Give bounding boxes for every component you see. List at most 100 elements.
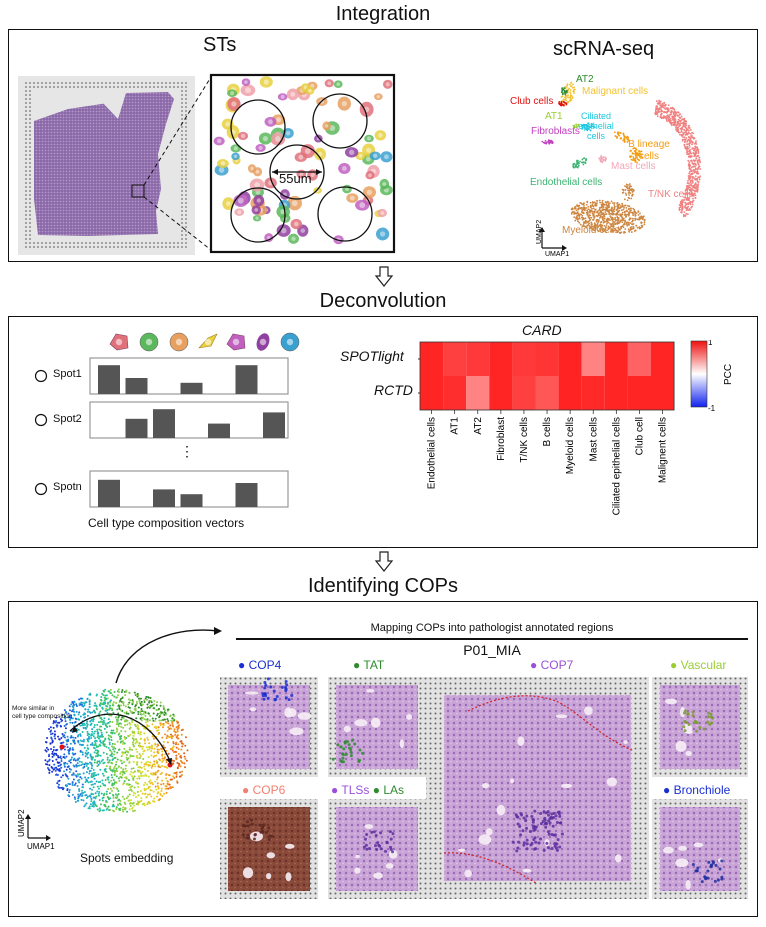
heatmap-row-label-rctd: RCTD bbox=[374, 382, 413, 398]
cell-shape bbox=[241, 78, 251, 86]
svg-text:UMAP1: UMAP1 bbox=[545, 251, 569, 258]
heatmap-col-label: B cells bbox=[542, 417, 553, 446]
tissue-tat bbox=[328, 677, 426, 777]
cell-shape bbox=[346, 193, 359, 203]
embedding-caption: Spots embedding bbox=[80, 851, 174, 865]
spot-circle-icon bbox=[34, 482, 48, 496]
cell-type-icon bbox=[198, 333, 218, 349]
heatmap-col-label: Fibroblast bbox=[496, 417, 507, 461]
composition-bar bbox=[125, 418, 148, 438]
section-title-integration: Integration bbox=[335, 3, 431, 25]
cell-shape bbox=[377, 208, 388, 218]
cell-shape bbox=[270, 132, 285, 146]
cell-shape bbox=[337, 96, 351, 111]
heatmap-cell bbox=[581, 376, 605, 410]
cell-shape bbox=[364, 134, 374, 143]
section-title-deconvolution: Deconvolution bbox=[319, 290, 447, 312]
umap-cluster bbox=[621, 183, 635, 202]
scrna-title: scRNA-seq bbox=[553, 38, 655, 60]
umap-cluster bbox=[613, 131, 630, 143]
zoom-cells-box: 55um bbox=[209, 73, 396, 254]
spot-vector-box bbox=[89, 401, 289, 439]
heatmap-cell bbox=[512, 342, 536, 376]
composition-bar bbox=[125, 378, 148, 394]
cell-type-icon bbox=[256, 333, 270, 351]
heatmap-cell bbox=[466, 342, 490, 376]
cell-shape bbox=[251, 205, 261, 215]
scrna-umap bbox=[541, 81, 702, 235]
heatmap-cell bbox=[651, 342, 675, 376]
cell-shape bbox=[264, 116, 277, 127]
umap-cluster-tnk bbox=[654, 99, 702, 218]
heatmap-cell bbox=[420, 376, 444, 410]
spot-circle-icon bbox=[34, 413, 48, 427]
cell-shape bbox=[355, 199, 370, 211]
heatmap-cell bbox=[558, 342, 582, 376]
cell-shape bbox=[277, 93, 288, 101]
heatmap-cell bbox=[627, 376, 651, 410]
composition-bar bbox=[153, 409, 175, 438]
svg-text:UMAP2: UMAP2 bbox=[536, 220, 543, 244]
tissue-bronchiole bbox=[652, 799, 748, 899]
panel-label-cop4: ● COP4 bbox=[238, 658, 282, 672]
heatmap-col-label: T/NK cells bbox=[519, 417, 530, 463]
sts-title: STs bbox=[203, 34, 237, 56]
heatmap-cell bbox=[420, 342, 444, 376]
composition-bar bbox=[235, 483, 258, 507]
embedding-axes: UMAP2 UMAP1 bbox=[17, 809, 55, 851]
legend-min: -1 bbox=[708, 404, 716, 413]
cell-shape bbox=[288, 233, 299, 244]
cell-shape bbox=[314, 147, 326, 161]
tissue-cop4 bbox=[220, 677, 318, 777]
heatmap-cell bbox=[604, 376, 628, 410]
cell-type-icon bbox=[109, 333, 129, 351]
cell-shape bbox=[379, 178, 390, 190]
umap-axes: UMAP2 UMAP1 bbox=[536, 220, 569, 258]
cell-shape bbox=[374, 130, 387, 141]
heatmap: Endothelial cells AT1 AT2 Fibroblast T/NK ce… bbox=[418, 340, 734, 515]
spot-label-n: Spotn bbox=[53, 481, 82, 493]
heatmap-cell bbox=[489, 376, 513, 410]
heatmap-cell bbox=[581, 342, 605, 376]
cell-shape bbox=[305, 86, 315, 95]
heatmap-cell bbox=[558, 376, 582, 410]
tissue-cop6 bbox=[220, 799, 318, 899]
heatmap-col-label: AT1 bbox=[450, 417, 461, 435]
cell-shape bbox=[216, 159, 229, 168]
cell-shape bbox=[255, 144, 266, 152]
cell-shape bbox=[290, 218, 303, 230]
heatmap-cell bbox=[489, 342, 513, 376]
panel-label-tlss-las: ● TLSs ● LAs bbox=[331, 783, 405, 797]
composition-bar bbox=[180, 382, 203, 394]
cluster-label-club: Club cells bbox=[510, 96, 554, 107]
spot-label-2: Spot2 bbox=[53, 413, 82, 425]
tissue-cop7 bbox=[426, 677, 649, 899]
heatmap-cell bbox=[627, 342, 651, 376]
cell-shape bbox=[234, 208, 245, 216]
umap-cluster bbox=[629, 147, 644, 164]
tissue-vascular bbox=[652, 677, 748, 777]
cluster-label-b-lineage: B lineage cells bbox=[628, 139, 670, 162]
down-arrow-icon bbox=[374, 551, 394, 572]
umap-cluster bbox=[558, 100, 568, 107]
cell-type-icon bbox=[226, 333, 246, 351]
cell-shape bbox=[362, 186, 377, 199]
composition-bar bbox=[263, 412, 285, 438]
composition-bar bbox=[235, 365, 258, 394]
heatmap-col-label: Myeloid cells bbox=[565, 417, 576, 474]
heatmap-cell bbox=[443, 376, 467, 410]
panel-label-cop7: ● COP7 bbox=[530, 658, 574, 672]
legend-label: PCC bbox=[723, 364, 734, 385]
heatmap-col-label: Malignent cells bbox=[658, 417, 669, 483]
mapping-rule bbox=[236, 638, 748, 640]
similar-note: More similar in cell type composition bbox=[12, 705, 73, 720]
cell-shape bbox=[264, 233, 274, 243]
panel-label-bronchiole: ● Bronchiole bbox=[663, 783, 731, 797]
spot-circle-icon bbox=[34, 369, 48, 383]
cluster-label-ciliated: Ciliated epithelial cells bbox=[578, 111, 614, 141]
cluster-label-tnk: T/NK cells bbox=[648, 189, 694, 200]
pcc-colorbar bbox=[690, 340, 708, 408]
heatmap-col-label: Ciliated epithelial cells bbox=[611, 417, 622, 515]
cell-shape bbox=[258, 132, 272, 145]
cell-shape bbox=[247, 164, 257, 173]
